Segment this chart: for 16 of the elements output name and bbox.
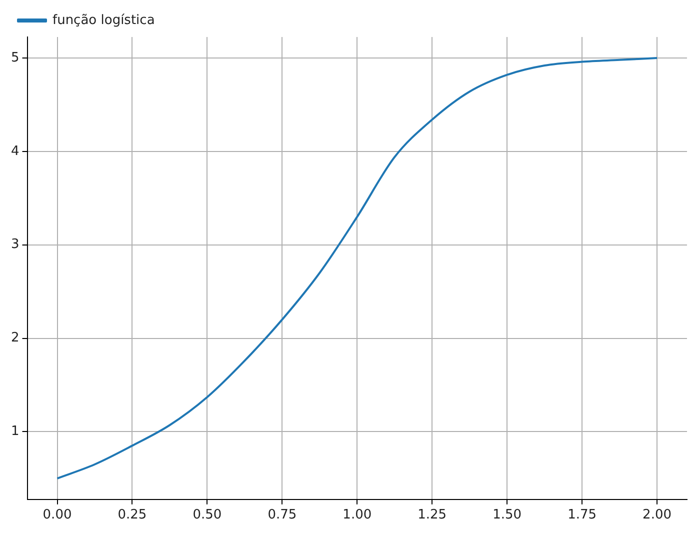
legend-label: função logística [52,12,155,28]
y-tick-label: 3 [10,237,20,252]
y-tick-label: 5 [10,50,20,66]
x-tick-label: 1.25 [418,508,447,523]
x-tick-label: 1.50 [492,508,522,523]
x-tick-label: 0.50 [192,508,222,523]
line-series [56,57,658,480]
y-tick-label: 4 [10,144,20,159]
x-tick-label: 0.75 [268,508,297,523]
x-tick-label: 1.75 [568,508,597,523]
y-tick-label: 1 [10,424,20,440]
x-tick-label: 0.00 [42,508,72,523]
y-tick-label: 2 [10,330,20,346]
x-tick-label: 1.00 [342,508,372,523]
x-tick-label: 2.00 [642,508,672,523]
x-tick-label: 0.25 [118,508,147,523]
